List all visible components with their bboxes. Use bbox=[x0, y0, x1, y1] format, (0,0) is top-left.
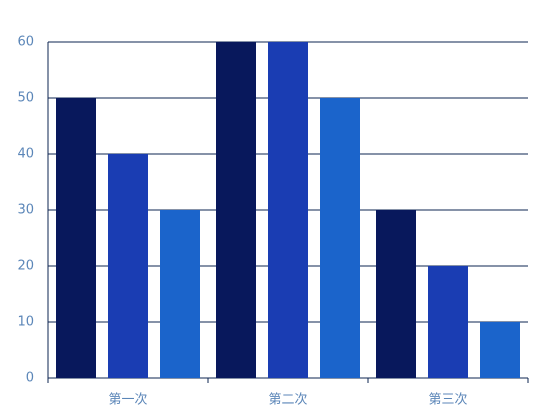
bar bbox=[56, 98, 96, 378]
x-tick-label: 第三次 bbox=[428, 392, 467, 408]
y-tick-label: 60 bbox=[17, 35, 34, 50]
bar bbox=[428, 266, 468, 378]
bar bbox=[376, 210, 416, 378]
bar bbox=[108, 154, 148, 378]
y-tick-label: 0 bbox=[26, 371, 34, 386]
y-tick-label: 20 bbox=[17, 259, 34, 274]
bar bbox=[480, 322, 520, 378]
bar bbox=[320, 98, 360, 378]
x-tick-label: 第二次 bbox=[268, 392, 307, 408]
y-tick-label: 40 bbox=[17, 147, 34, 162]
bar bbox=[160, 210, 200, 378]
bar bbox=[216, 42, 256, 378]
x-tick-label: 第一次 bbox=[108, 392, 147, 408]
y-tick-label: 10 bbox=[17, 315, 34, 330]
y-tick-label: 30 bbox=[17, 203, 34, 218]
y-tick-label: 50 bbox=[17, 91, 34, 106]
bar bbox=[268, 42, 308, 378]
